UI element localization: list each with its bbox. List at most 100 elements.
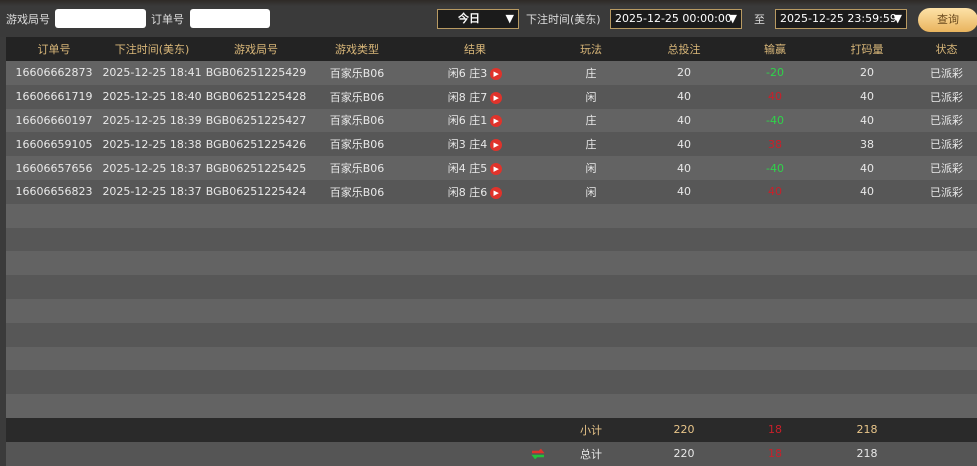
cell-win-loss xyxy=(732,251,818,276)
cell-valid-bet: 40 xyxy=(818,179,916,204)
cell-bet-time xyxy=(102,322,202,347)
cell-result xyxy=(404,346,546,371)
cell-status: 已派彩 xyxy=(916,132,977,157)
cell-status xyxy=(916,322,977,347)
cell-game-round xyxy=(202,298,310,323)
cell-total-bet xyxy=(636,275,732,299)
header-game-round: 游戏局号 xyxy=(202,37,310,61)
game-round-value: BGB06251225424 xyxy=(205,185,307,199)
play-replay-icon[interactable]: ▶ xyxy=(490,163,503,176)
subtotal-cell: 220 xyxy=(636,417,732,442)
cell-bet-time xyxy=(102,227,202,252)
win-loss-value: 40 xyxy=(768,90,782,104)
cell-valid-bet: 40 xyxy=(818,108,916,133)
total-cell: 总计 xyxy=(546,441,636,466)
result-value: 闲4 庄5 xyxy=(447,162,488,176)
cell-win-loss: 40 xyxy=(732,84,818,109)
win-loss-value: -20 xyxy=(766,66,784,80)
total-bet-value: 40 xyxy=(677,137,691,151)
valid-bet-value: 40 xyxy=(860,90,874,104)
end-date-select[interactable]: 2025-12-25 23:59:59 ▼ xyxy=(775,9,907,29)
status-value: 已派彩 xyxy=(930,138,963,152)
header-win-loss: 输赢 xyxy=(732,37,818,61)
cell-result: 闲8 庄6 ▶ xyxy=(404,179,546,204)
cell-total-bet xyxy=(636,370,732,395)
status-value: 已派彩 xyxy=(930,66,963,80)
bet-time-value: 2025-12-25 18:40 xyxy=(102,90,202,104)
cell-order-no xyxy=(6,370,102,395)
cell-status xyxy=(916,370,977,395)
cell-game-round: BGB06251225429 xyxy=(202,61,310,85)
cell-result xyxy=(404,251,546,276)
cell-game-type xyxy=(310,394,404,418)
win-loss-value: -40 xyxy=(766,161,784,175)
game-round-value: BGB06251225429 xyxy=(205,66,307,80)
cell-bet-type: 闲 xyxy=(546,84,636,109)
cell-status: 已派彩 xyxy=(916,84,977,109)
play-replay-icon[interactable]: ▶ xyxy=(490,67,503,80)
total-cell xyxy=(102,441,202,466)
period-select[interactable]: 今日 ▼ xyxy=(437,9,519,29)
cell-game-round: BGB06251225424 xyxy=(202,179,310,204)
cell-bet-type xyxy=(546,322,636,347)
status-value: 已派彩 xyxy=(930,114,963,128)
bet-time-value: 2025-12-25 18:37 xyxy=(102,185,202,199)
cell-game-round: BGB06251225428 xyxy=(202,84,310,109)
cell-bet-type: 闲 xyxy=(546,179,636,204)
play-replay-icon[interactable]: ▶ xyxy=(490,115,503,128)
cell-bet-type: 庄 xyxy=(546,108,636,133)
total-bet: 220 xyxy=(673,447,695,461)
total-cell xyxy=(404,441,546,466)
cell-game-round: BGB06251225426 xyxy=(202,132,310,157)
query-button[interactable]: 查询 xyxy=(918,8,977,32)
bet-records-table: 订单号 下注时间(美东) 游戏局号 游戏类型 结果 玩法 总投注 输赢 打码量 状态 166066… xyxy=(6,37,977,466)
total-cell xyxy=(202,441,310,466)
order-no-value: 16606659105 xyxy=(15,137,93,151)
game-round-value: BGB06251225428 xyxy=(205,90,307,104)
subtotal-cell xyxy=(310,417,404,442)
total-cell xyxy=(916,441,977,466)
valid-bet-value: 40 xyxy=(860,161,874,175)
cell-valid-bet: 20 xyxy=(818,61,916,85)
table-header: 订单号 下注时间(美东) 游戏局号 游戏类型 结果 玩法 总投注 输赢 打码量 状态 xyxy=(6,37,977,61)
game-type-value: 百家乐B06 xyxy=(329,162,385,176)
total-row: 总计 220 18 218 xyxy=(6,441,977,466)
play-replay-icon[interactable]: ▶ xyxy=(490,139,503,152)
play-replay-icon[interactable]: ▶ xyxy=(490,186,503,199)
cell-bet-type xyxy=(546,251,636,276)
play-replay-icon[interactable]: ▶ xyxy=(490,91,503,104)
cell-game-type xyxy=(310,203,404,228)
chevron-down-icon: ▼ xyxy=(893,12,902,25)
header-total-bet: 总投注 xyxy=(636,37,732,61)
refresh-swap-icon[interactable] xyxy=(530,448,546,460)
table-row: 16606657656 2025-12-25 18:37 BGB0625122542… xyxy=(6,156,977,180)
cell-game-round xyxy=(202,203,310,228)
subtotal-label: 小计 xyxy=(580,423,602,437)
cell-bet-type xyxy=(546,370,636,395)
filter-bar: 游戏局号 订单号 今日 ▼ 下注时间(美东) 2025-12-25 00:00:0… xyxy=(0,0,977,37)
cell-status xyxy=(916,251,977,276)
empty-row xyxy=(6,346,977,371)
cell-valid-bet xyxy=(818,251,916,276)
start-date-select[interactable]: 2025-12-25 00:00:00 ▼ xyxy=(610,9,742,29)
game-type-value: 百家乐B06 xyxy=(329,138,385,152)
cell-order-no xyxy=(6,322,102,347)
cell-status: 已派彩 xyxy=(916,61,977,85)
cell-result: 闲6 庄1 ▶ xyxy=(404,108,546,133)
cell-bet-type xyxy=(546,394,636,418)
cell-game-round xyxy=(202,370,310,395)
order-input[interactable] xyxy=(190,9,270,28)
cell-valid-bet xyxy=(818,394,916,418)
total-label: 总计 xyxy=(580,447,602,461)
cell-bet-time: 2025-12-25 18:40 xyxy=(102,84,202,109)
cell-result: 闲4 庄5 ▶ xyxy=(404,156,546,180)
total-bet-value: 40 xyxy=(677,161,691,175)
game-round-input[interactable] xyxy=(55,9,146,28)
order-label: 订单号 xyxy=(151,13,184,26)
bet-type-value: 庄 xyxy=(585,66,597,80)
win-loss-value: -40 xyxy=(766,113,784,127)
cell-game-type xyxy=(310,227,404,252)
cell-bet-type xyxy=(546,227,636,252)
cell-win-loss xyxy=(732,203,818,228)
period-value: 今日 xyxy=(458,12,480,25)
